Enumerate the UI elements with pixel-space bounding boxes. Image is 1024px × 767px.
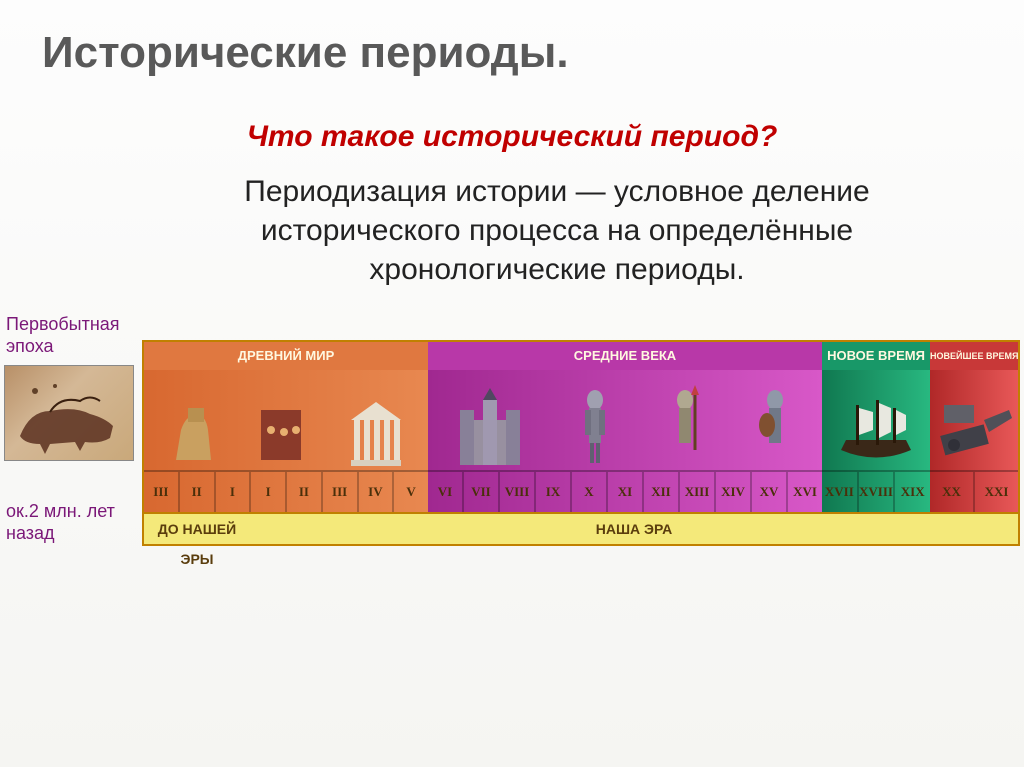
knight-icon [575, 380, 615, 470]
century-tick: VII [464, 472, 500, 512]
century-tick: I [251, 472, 287, 512]
era-header: СРЕДНИЕ ВЕКА [428, 342, 822, 370]
sphinx-icon [166, 390, 216, 470]
era-header: НОВЕЙШЕЕ ВРЕМЯ [930, 342, 1018, 370]
footer-bc: ДО НАШЕЙ ЭРЫ [144, 514, 250, 544]
century-tick: XIV [716, 472, 752, 512]
century-tick: XV [752, 472, 788, 512]
century-tick: XIX [895, 472, 930, 512]
era-header: НОВОЕ ВРЕМЯ [822, 342, 930, 370]
era-images [144, 370, 428, 470]
primitive-date-label: ок.2 млн. лет назад [4, 501, 144, 544]
century-tick: IV [359, 472, 395, 512]
century-tick: XXI [975, 472, 1018, 512]
era-images [822, 370, 930, 470]
era-images [930, 370, 1018, 470]
century-tick: XVIII [859, 472, 896, 512]
era-block: VIVIIVIIIIXXXIXIIXIIIXIVXVXVI [428, 370, 822, 512]
era-header: ДРЕВНИЙ МИР [144, 342, 428, 370]
century-tick: IX [536, 472, 572, 512]
timeline-footer-row: ДО НАШЕЙ ЭРЫ НАША ЭРА [144, 512, 1018, 544]
footer-ad: НАША ЭРА [250, 514, 1018, 544]
century-tick: XI [608, 472, 644, 512]
parthenon-icon [346, 390, 406, 470]
century-tick: XII [644, 472, 680, 512]
era-ticks: VIVIIVIIIIXXXIXIIXIIIXIVXVXVI [428, 470, 822, 512]
century-tick: XVI [788, 472, 822, 512]
cave-painting-image [4, 365, 134, 461]
fresco-icon [256, 390, 306, 470]
century-tick: III [323, 472, 359, 512]
ship-icon [831, 390, 921, 470]
era-block: XVIIXVIIIXIX [822, 370, 930, 512]
era-block: IIIIIIIIIIIIIVV [144, 370, 428, 512]
timeline: ДРЕВНИЙ МИРСРЕДНИЕ ВЕКАНОВОЕ ВРЕМЯНОВЕЙШ… [142, 340, 1020, 546]
century-tick: XIII [680, 472, 716, 512]
century-tick: III [144, 472, 180, 512]
era-ticks: IIIIIIIIIIIIIVV [144, 470, 428, 512]
century-tick: V [394, 472, 428, 512]
subtitle-question: Что такое исторический период? [0, 120, 1024, 154]
definition-text: Периодизация истории — условное деление … [0, 154, 1024, 289]
timeline-body-row: IIIIIIIIIIIIIVVVIVIIVIIIIXXXIXIIXIIIXIVX… [144, 370, 1018, 512]
century-tick: I [216, 472, 252, 512]
knight3-icon [755, 380, 795, 470]
century-tick: XVII [822, 472, 859, 512]
era-images [428, 370, 822, 470]
primitive-era-label: Первобытная эпоха [4, 314, 144, 357]
technology-icon [934, 390, 1014, 470]
castle-icon [455, 380, 525, 470]
era-block: XXXXI [930, 370, 1018, 512]
slide-title: Исторические периоды. [0, 0, 1024, 78]
century-tick: II [287, 472, 323, 512]
century-tick: X [572, 472, 608, 512]
era-ticks: XXXXI [930, 470, 1018, 512]
century-tick: VI [428, 472, 464, 512]
left-column: Первобытная эпоха ок.2 млн. лет назад [4, 314, 144, 544]
knight2-icon [665, 380, 705, 470]
century-tick: II [180, 472, 216, 512]
era-ticks: XVIIXVIIIXIX [822, 470, 930, 512]
timeline-header-row: ДРЕВНИЙ МИРСРЕДНИЕ ВЕКАНОВОЕ ВРЕМЯНОВЕЙШ… [144, 342, 1018, 370]
century-tick: XX [930, 472, 975, 512]
century-tick: VIII [500, 472, 536, 512]
